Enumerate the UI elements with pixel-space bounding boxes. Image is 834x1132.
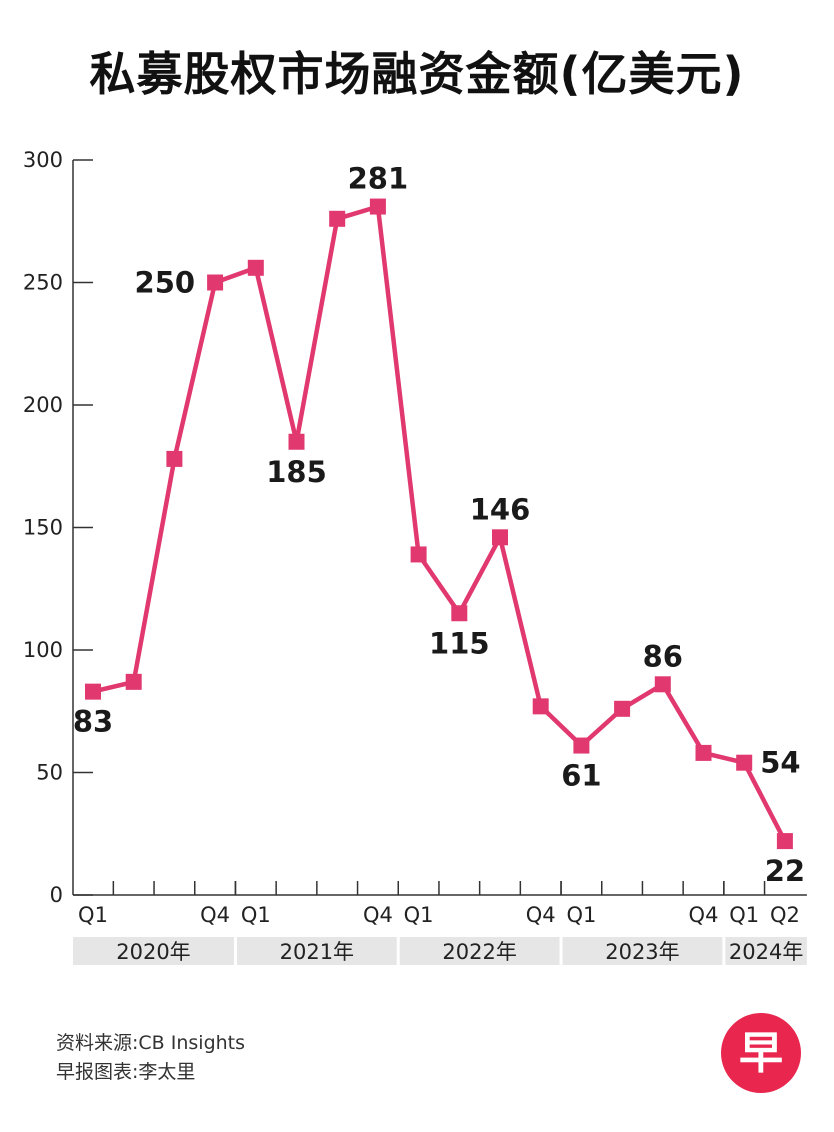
data-point [247,259,264,276]
y-tick-label: 200 [23,393,63,417]
data-point [288,433,305,450]
y-tick-label: 150 [23,516,63,540]
data-point [492,529,508,546]
x-tick-label: Q1 [78,903,108,927]
data-point [85,683,101,700]
x-tick-label: Q1 [729,903,759,927]
data-labels: 83 250 185 281 115 146 61 86 54 22 [73,162,805,889]
data-markers [85,198,793,850]
series-line [92,204,787,843]
year-band [562,937,723,965]
year-label: 2020年 [116,940,190,964]
year-band [725,937,807,965]
data-point [695,744,712,761]
zaobao-logo: 早 [721,1013,801,1093]
year-bands: 2020年 2021年 2022年 2023年 2024年 [73,937,807,965]
x-tick-label: Q4 [363,903,393,927]
data-point [369,198,386,215]
data-point [125,673,142,690]
svg-text:早: 早 [739,1028,783,1079]
data-label: 250 [135,266,196,300]
year-label: 2022年 [442,940,516,964]
x-tick-label: Q2 [770,903,800,927]
year-band [399,937,560,965]
data-point [410,546,427,563]
x-axis: Q1 Q4 Q1 Q4 Q1 Q4 Q1 Q4 Q1 Q2 [73,881,807,927]
data-label: 281 [348,162,409,196]
y-tick-label: 100 [23,638,63,662]
data-label: 146 [470,492,531,526]
chart-title: 私募股权市场融资金额(亿美元) [89,47,745,101]
data-point [451,605,468,622]
data-label: 185 [266,455,327,489]
data-point [614,700,631,717]
x-tick-label: Q1 [566,903,596,927]
data-label: 54 [760,746,800,780]
year-label: 2024年 [729,940,803,964]
source-note: 资料来源:CB Insights [56,1032,246,1054]
data-label: 61 [561,759,601,793]
data-point [207,274,224,291]
x-tick-label: Q1 [404,903,434,927]
x-tick-label: Q1 [241,903,271,927]
data-point [329,210,346,227]
year-label: 2021年 [280,940,354,964]
data-label: 115 [429,626,490,660]
y-axis: 0 50 100 150 200 250 300 [23,148,93,907]
year-band [236,937,397,965]
x-tick-label: Q4 [526,903,556,927]
y-tick-label: 50 [36,761,63,785]
data-point [776,833,793,850]
x-tick-label: Q4 [200,903,230,927]
data-point [166,450,183,467]
x-tick-label: Q4 [689,903,719,927]
y-tick-label: 300 [23,148,63,172]
data-point [532,698,549,715]
data-label: 22 [765,854,805,888]
year-band [73,937,234,965]
year-label: 2023年 [605,940,679,964]
data-label: 86 [643,639,683,673]
y-tick-label: 250 [23,271,63,295]
data-point [654,676,671,693]
credit-note: 早报图表:李太里 [56,1061,196,1083]
data-label: 83 [73,705,113,739]
data-point [736,754,753,771]
y-tick-label: 0 [50,883,63,907]
data-point [573,737,590,754]
